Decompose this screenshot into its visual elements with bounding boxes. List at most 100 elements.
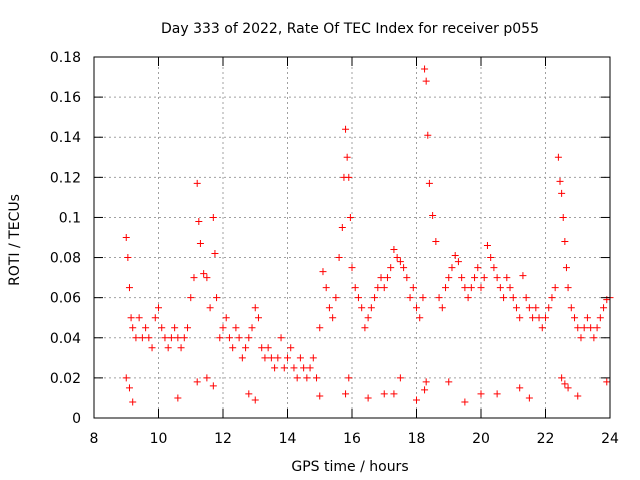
data-point-marker	[421, 386, 429, 394]
data-point-marker	[561, 380, 569, 388]
data-point-marker	[429, 211, 437, 219]
data-point-marker	[151, 314, 159, 322]
data-point-marker	[287, 344, 295, 352]
data-point-marker	[416, 314, 424, 322]
data-point-marker	[509, 294, 517, 302]
data-point-marker	[421, 65, 429, 73]
data-point-marker	[535, 314, 543, 322]
data-point-marker	[413, 304, 420, 312]
data-point-marker	[522, 294, 530, 302]
data-point-marker	[129, 398, 137, 406]
y-tick-label: 0.1	[59, 210, 81, 226]
data-point-marker	[213, 294, 221, 302]
data-point-marker	[258, 344, 266, 352]
data-point-marker	[209, 213, 217, 221]
data-point-marker	[309, 354, 317, 362]
data-point-marker	[587, 324, 595, 332]
data-point-marker	[222, 314, 230, 322]
data-point-marker	[406, 294, 414, 302]
data-point-marker	[396, 374, 404, 382]
data-point-marker	[559, 213, 567, 221]
chart-title: Day 333 of 2022, Rate Of TEC Index for r…	[161, 21, 539, 37]
data-point-marker	[190, 274, 198, 282]
data-point-marker	[438, 304, 446, 312]
data-point-marker	[467, 284, 475, 292]
data-point-marker	[306, 364, 314, 372]
data-point-marker	[135, 314, 143, 322]
data-point-marker	[403, 274, 411, 282]
data-point-marker	[342, 125, 350, 133]
data-point-marker	[164, 344, 172, 352]
data-point-marker	[167, 334, 175, 342]
data-point-marker	[193, 179, 201, 187]
data-point-marker	[577, 334, 585, 342]
data-point-marker	[574, 324, 582, 332]
data-point-marker	[464, 294, 472, 302]
data-point-marker	[493, 274, 501, 282]
data-point-marker	[390, 246, 398, 254]
data-point-marker	[364, 394, 372, 402]
data-point-marker	[424, 131, 432, 139]
data-point-marker	[435, 294, 443, 302]
data-point-marker	[419, 294, 427, 302]
data-point-marker	[454, 258, 462, 266]
data-point-marker	[216, 334, 224, 342]
data-point-marker	[367, 304, 375, 312]
x-tick-label: 14	[279, 431, 297, 447]
data-point-marker	[525, 394, 533, 402]
y-tick-label: 0.04	[50, 331, 81, 347]
data-point-marker	[338, 223, 346, 231]
data-point-marker	[300, 364, 308, 372]
data-point-marker	[596, 314, 604, 322]
x-tick-label: 22	[537, 431, 555, 447]
data-point-marker	[125, 284, 133, 292]
data-point-marker	[516, 314, 524, 322]
data-point-marker	[335, 254, 343, 262]
data-point-marker	[567, 304, 575, 312]
data-point-marker	[177, 344, 185, 352]
data-point-marker	[346, 213, 354, 221]
data-point-marker	[448, 264, 456, 272]
data-point-marker	[271, 364, 279, 372]
y-tick-label: 0.06	[50, 291, 81, 307]
data-point-marker	[277, 334, 285, 342]
data-point-marker	[564, 284, 572, 292]
data-point-marker	[211, 250, 219, 258]
x-tick-label: 16	[343, 431, 361, 447]
data-point-marker	[251, 304, 259, 312]
data-point-marker	[551, 284, 559, 292]
data-point-marker	[461, 284, 469, 292]
data-point-marker	[319, 268, 327, 276]
y-tick-label: 0	[72, 411, 81, 427]
data-point-marker	[343, 153, 351, 161]
data-point-marker	[558, 189, 566, 197]
data-point-marker	[445, 378, 453, 386]
data-point-marker	[496, 284, 504, 292]
data-point-marker	[284, 354, 291, 362]
data-point-marker	[506, 284, 514, 292]
data-point-marker	[396, 258, 404, 266]
data-point-marker	[580, 324, 588, 332]
data-point-marker	[122, 374, 130, 382]
data-point-marker	[500, 294, 508, 302]
data-point-marker	[200, 270, 208, 278]
data-point-marker	[203, 374, 211, 382]
data-point-marker	[245, 334, 253, 342]
data-point-marker	[574, 392, 582, 400]
data-point-marker	[371, 294, 379, 302]
data-point-marker	[345, 374, 353, 382]
data-point-marker	[554, 153, 562, 161]
data-point-marker	[387, 264, 395, 272]
data-point-marker	[280, 364, 288, 372]
data-point-marker	[155, 304, 162, 312]
data-point-marker	[480, 274, 488, 282]
data-point-marker	[593, 324, 601, 332]
data-point-marker	[209, 382, 217, 390]
data-point-marker	[477, 390, 485, 398]
data-point-marker	[471, 274, 479, 282]
data-point-marker	[242, 344, 250, 352]
data-point-marker	[203, 274, 211, 282]
data-point-marker	[493, 390, 501, 398]
data-point-marker	[525, 304, 533, 312]
